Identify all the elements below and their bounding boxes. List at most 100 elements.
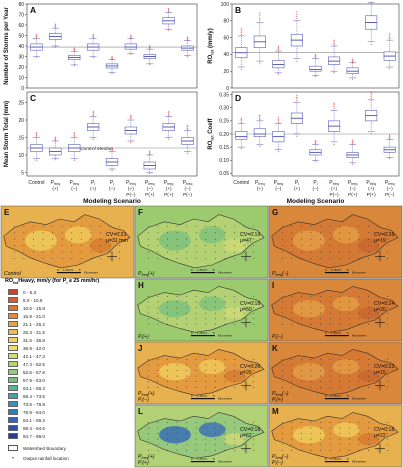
rainfall-location-point [281,323,283,325]
rainfall-location-point [291,323,293,325]
rainfall-location-point [310,449,312,451]
outlier-marker: + [240,117,243,122]
rainfall-location-point [167,307,168,308]
caption2-sub: i [275,399,276,403]
rainfall-location-point [100,258,101,260]
rainfall-location-point [195,421,197,423]
rainfall-location-point [234,251,235,253]
x-label-main: P [329,180,333,186]
legend-class: 42.1 - 47.3 [8,352,45,360]
rainfall-location-point [80,232,82,234]
rainfall-location-point [377,232,379,234]
outlier-marker: + [333,104,336,109]
rainfall-location-point [339,225,341,227]
caption2-sub: i [141,399,142,403]
rainfall-location-point [195,225,197,227]
y-tick-label: 30 [18,54,24,60]
rainfall-location-point [205,301,207,303]
rainfall-location-point [176,370,178,371]
rainfall-location-point [368,444,369,446]
rainfall-location-point [205,421,207,423]
outlier-marker: + [111,56,114,61]
rainfall-location-point [358,225,360,227]
rainfall-location-point [339,301,341,303]
legend-class-label: 47.4 - 52.5 [23,361,45,367]
rainfall-location-point [195,438,197,440]
rainfall-location-point [195,444,197,446]
box-3: +++++ [290,92,303,138]
outlier-marker: + [296,14,299,19]
rainfall-location-point [214,312,216,314]
rainfall-location-point [358,364,360,366]
rainfall-location-point [320,323,322,325]
outlier-marker: + [240,146,243,151]
rainfall-location-point [387,427,389,429]
rainfall-location-point [339,312,341,314]
outlier-marker: + [277,43,280,48]
rainfall-location-point [234,433,235,434]
rainfall-location-point [195,386,197,388]
x-tick-label-line2: (−) [71,186,77,192]
rainfall-location-point [339,386,341,388]
outlier-marker: + [130,116,133,121]
rainfall-location-point [234,381,235,383]
scale-unit: Kilometers [84,271,99,275]
rainfall-location-point [176,375,178,377]
rainfall-location-point [387,381,389,383]
rainfall-location-point [234,370,235,371]
rainfall-location-point [368,358,369,360]
caption2-tail: (+) [276,397,283,403]
outlier-marker: + [351,138,354,143]
rainfall-location-point [234,444,235,446]
rainfall-location-point [90,232,92,234]
outlier-marker: + [73,130,76,135]
intensity-blob [332,422,360,438]
outlier-marker: + [54,136,57,141]
rainfall-location-point [348,421,350,423]
rainfall-location-point [109,251,111,253]
rainfall-location-point [348,225,350,227]
rainfall-location-point [90,225,92,227]
y-tick-label: 10 [18,75,24,81]
rainfall-location-point [119,238,121,240]
rainfall-location-point [176,381,178,383]
rainfall-location-point [167,251,168,253]
rainfall-location-point [214,427,216,429]
rainfall-location-point [348,295,350,297]
scale-bar [190,461,215,463]
rainfall-location-point [281,318,283,320]
rainfall-location-point [368,232,369,234]
rainfall-location-point [176,301,178,303]
outlier-marker: + [333,40,336,45]
rainfall-location-point [291,225,293,227]
rainfall-location-point [157,449,159,451]
rainfall-location-point [157,386,159,388]
rainfall-location-point [205,364,207,366]
outlier-marker: + [186,35,189,40]
rainfall-location-point [301,295,302,297]
rainfall-location-point [291,449,293,451]
x-label-main: P [255,180,259,186]
rainfall-location-point [147,358,149,360]
rainfall-location-point [329,449,331,451]
caption-sub: freq [141,456,148,460]
rainfall-location-point [243,295,245,297]
rainfall-location-point [339,238,341,240]
rainfall-location-point [214,258,216,260]
rainfall-location-point [234,245,235,247]
rainfall-location-point [214,251,216,253]
caption2-tail: (−) [142,397,149,403]
rainfall-location-point [281,358,283,360]
legend-swatch [8,305,18,311]
x-label-sub: freq [388,182,394,186]
outlier-marker: + [35,132,38,137]
rainfall-location-point [224,312,226,314]
outlier-marker: + [314,52,317,57]
rainfall-location-point [339,358,341,360]
rainfall-location-point [186,301,188,303]
intensity-blob [158,230,191,251]
legend-class-label: 68.4 - 73.5 [23,393,45,399]
rainfall-location-point [310,312,312,314]
